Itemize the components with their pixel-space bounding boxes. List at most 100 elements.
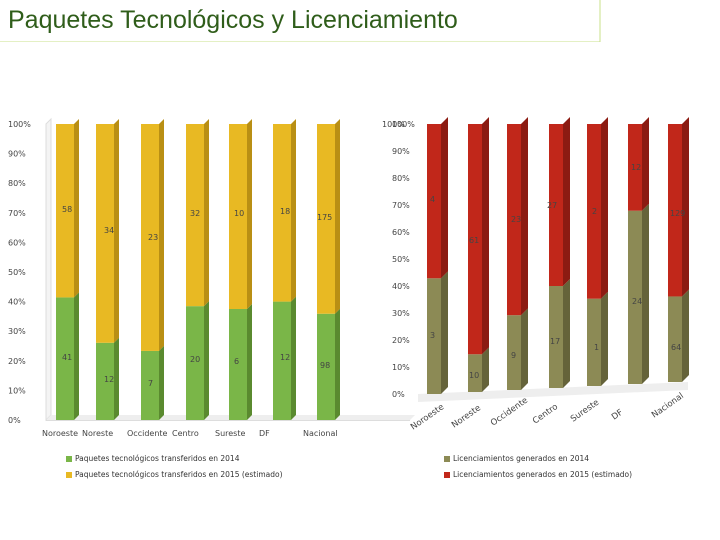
bar-2014-4 [229, 309, 247, 420]
lic-bar-2015-2-side [521, 117, 528, 316]
lic-bar-2014-2-side [521, 308, 528, 390]
lic-bar-2014-2 [507, 315, 521, 390]
left-y-tick-label: 100% [8, 120, 31, 129]
bar-2014-0 [56, 297, 74, 420]
legend-item-2015: Paquetes tecnológicos transferidos en 20… [66, 470, 283, 479]
left-y-tick-label: 60% [8, 238, 26, 247]
left-y-tick-label: 40% [8, 298, 26, 307]
lic-bar-2015-6 [668, 124, 682, 297]
left-y-tick-label-right: 100% [382, 120, 405, 129]
label-2015-1: 34 [104, 226, 114, 235]
legend-label-lic-2014: Licenciamientos generados en 2014 [453, 454, 590, 463]
lic-bar-2014-4 [587, 298, 601, 386]
lic-label-2015-2: 23 [511, 215, 521, 224]
right-chart-floor [418, 382, 688, 402]
bar-2015-6-side [335, 119, 340, 314]
label-2014-3: 20 [190, 355, 200, 364]
lic-bar-2014-3 [549, 286, 563, 388]
legend-item-lic-2014: Licenciamientos generados en 2014 [444, 454, 589, 463]
lic-label-2015-3: 27 [547, 201, 557, 210]
legend-swatch-yellow [66, 472, 72, 478]
bar-2015-1-side [114, 119, 119, 343]
label-2014-2: 7 [148, 379, 153, 388]
lic-x-tick-label: Occidente [489, 396, 530, 429]
right-y-tick-label: 0% [392, 390, 405, 399]
left-y-tick-label: 10% [8, 386, 26, 395]
bar-2015-0-side [74, 119, 79, 298]
legend-swatch-green [66, 456, 72, 462]
x-tick-label: Sureste [215, 429, 245, 438]
lic-label-2015-6: 129 [670, 209, 685, 218]
lic-bar-2014-6 [668, 296, 682, 382]
page-title: Paquetes Tecnológicos y Licenciamiento [8, 6, 458, 34]
x-tick-label: Noroeste [42, 429, 78, 438]
lic-label-2014-0: 3 [430, 331, 435, 340]
x-tick-label: Occidente [127, 429, 168, 438]
lic-bar-2015-5 [628, 124, 642, 211]
bar-2015-2-side [159, 119, 164, 351]
bar-2014-3-side [204, 301, 209, 420]
lic-bar-2014-6-side [682, 289, 689, 382]
x-tick-label: Centro [172, 429, 199, 438]
label-2014-1: 12 [104, 375, 114, 384]
lic-bar-2015-6-side [682, 117, 689, 297]
legend-label-2015: Paquetes tecnológicos transferidos en 20… [75, 470, 283, 479]
bar-2015-2 [141, 124, 159, 351]
left-chart-wall [45, 117, 52, 422]
label-2015-5: 18 [280, 207, 290, 216]
label-2015-3: 32 [190, 209, 200, 218]
lic-bar-2015-5-side [642, 117, 649, 211]
lic-label-2014-4: 1 [594, 343, 599, 352]
bar-2014-3 [186, 306, 204, 420]
left-y-tick-label: 50% [8, 268, 26, 277]
bar-2015-4-side [247, 119, 252, 309]
x-tick-label: Noreste [82, 429, 113, 438]
label-2015-2: 23 [148, 233, 158, 242]
lic-bar-2015-0-side [441, 117, 448, 279]
bar-2015-3-side [204, 119, 209, 307]
bar-2015-0 [56, 124, 74, 298]
lic-label-2014-3: 17 [550, 337, 560, 346]
lic-label-2015-1: 61 [469, 236, 479, 245]
lic-bar-2015-1 [468, 124, 482, 355]
x-tick-label: DF [259, 429, 270, 438]
lic-x-tick-label: Nacional [650, 391, 686, 420]
bar-2014-5 [273, 301, 291, 420]
left-y-tick-label: 30% [8, 327, 26, 336]
bar-2015-5-side [291, 119, 296, 302]
lic-x-tick-label: Noroeste [409, 402, 446, 432]
right-y-tick-label: 40% [392, 282, 410, 291]
legend-swatch-red [444, 472, 450, 478]
lic-bar-2014-0 [427, 278, 441, 394]
left-y-tick-label: 0% [8, 416, 21, 425]
bar-2014-2 [141, 350, 159, 420]
legend-swatch-olive [444, 456, 450, 462]
lic-bar-2014-0-side [441, 271, 448, 394]
right-y-tick-label: 90% [392, 147, 410, 156]
lic-label-2014-2: 9 [511, 351, 516, 360]
lic-x-tick-label: Sureste [569, 398, 601, 425]
legend-item-2014: Paquetes tecnológicos transferidos en 20… [66, 454, 239, 463]
bar-2014-6-side [335, 308, 340, 420]
right-y-tick-label: 80% [392, 174, 410, 183]
label-2015-4: 10 [234, 209, 244, 218]
legend-label-lic-2015: Licenciamientos generados en 2015 (estim… [453, 470, 633, 479]
lic-x-tick-label: Centro [531, 402, 560, 426]
legend-item-lic-2015: Licenciamientos generados en 2015 (estim… [444, 470, 632, 479]
bar-2014-0-side [74, 292, 79, 420]
lic-label-2014-5: 24 [632, 297, 642, 306]
right-y-tick-label: 60% [392, 228, 410, 237]
label-2014-4: 6 [234, 357, 239, 366]
bar-2014-4-side [247, 304, 252, 420]
right-y-tick-label: 20% [392, 336, 410, 345]
lic-bar-2014-1-side [482, 347, 489, 392]
lic-bar-2014-3-side [563, 279, 570, 388]
bar-2015-1 [96, 124, 114, 343]
right-y-tick-label: 10% [392, 363, 410, 372]
bar-2014-6 [317, 313, 335, 420]
label-2014-0: 41 [62, 353, 72, 362]
bar-2015-5 [273, 124, 291, 302]
bar-2015-4 [229, 124, 247, 309]
lic-bar-2014-1 [468, 354, 482, 392]
